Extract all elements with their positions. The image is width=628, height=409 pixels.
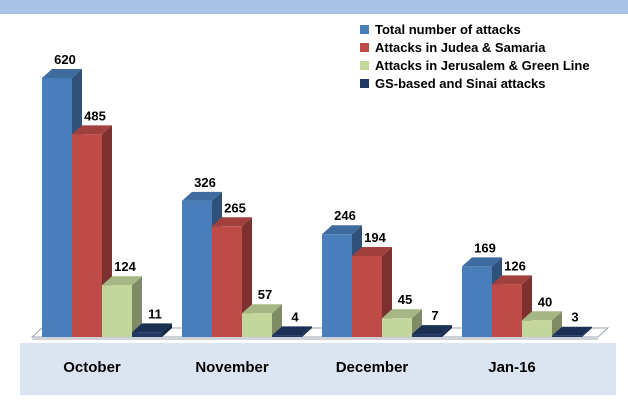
value-label-november-total-number-of-attacks: 326: [194, 175, 216, 190]
bar-side-december-gs-based-and-sinai-attacks: [442, 325, 452, 337]
value-label-jan-16-gs-based-and-sinai-attacks: 3: [571, 310, 578, 325]
bar-top-december-attacks-in-jerusalem-green-line: [382, 309, 422, 319]
bar-jan-16-attacks-in-jerusalem-green-line: [522, 320, 552, 337]
bar-november-attacks-in-judea-samaria: [212, 226, 242, 337]
bar-december-total-number-of-attacks: [322, 234, 352, 337]
bar-top-jan-16-attacks-in-jerusalem-green-line: [522, 311, 562, 321]
value-labels-layer: 620 485 124 11 326 265 57 4 246 194 45 7 169 126 40 3: [54, 52, 578, 325]
legend: Total number of attacks Attacks in Judea…: [360, 20, 590, 92]
value-label-jan-16-attacks-in-judea-samaria: 126: [504, 258, 526, 273]
value-label-october-gs-based-and-sinai-attacks: 11: [148, 306, 162, 321]
bar-october-attacks-in-jerusalem-green-line: [102, 285, 132, 337]
legend-item-jerusalem: Attacks in Jerusalem & Green Line: [360, 56, 590, 74]
bar-november-gs-based-and-sinai-attacks: [272, 335, 302, 337]
category-band: [20, 343, 616, 395]
bar-top-jan-16-total-number-of-attacks: [462, 257, 502, 267]
bar-december-attacks-in-judea-samaria: [352, 255, 382, 337]
legend-swatch-judea-samaria: [360, 42, 369, 52]
value-label-december-attacks-in-judea-samaria: 194: [364, 230, 386, 245]
value-label-december-total-number-of-attacks: 246: [334, 208, 356, 223]
bar-top-november-gs-based-and-sinai-attacks: [272, 326, 312, 336]
bar-top-october-total-number-of-attacks: [42, 69, 82, 78]
value-label-october-attacks-in-judea-samaria: 485: [84, 108, 106, 123]
bar-side-jan-16-gs-based-and-sinai-attacks: [582, 326, 592, 337]
bar-side-october-attacks-in-jerusalem-green-line: [132, 276, 142, 337]
legend-label-gs-sinai: GS-based and Sinai attacks: [375, 75, 546, 91]
bar-top-november-total-number-of-attacks: [182, 191, 222, 201]
top-band: [0, 0, 628, 14]
bar-side-october-gs-based-and-sinai-attacks: [162, 323, 172, 337]
value-label-jan-16-attacks-in-jerusalem-green-line: 40: [538, 294, 552, 309]
category-label-december: December: [336, 359, 409, 376]
bar-top-jan-16-attacks-in-judea-samaria: [492, 275, 532, 285]
value-label-october-total-number-of-attacks: 620: [54, 52, 76, 67]
value-label-october-attacks-in-jerusalem-green-line: 124: [114, 259, 136, 274]
value-label-november-gs-based-and-sinai-attacks: 4: [291, 309, 299, 324]
bar-top-october-attacks-in-jerusalem-green-line: [102, 276, 142, 286]
legend-label-total: Total number of attacks: [375, 21, 521, 37]
bar-top-october-gs-based-and-sinai-attacks: [132, 323, 172, 333]
legend-label-judea-samaria: Attacks in Judea & Samaria: [375, 39, 546, 55]
value-label-jan-16-total-number-of-attacks: 169: [474, 240, 496, 255]
legend-item-gs-sinai: GS-based and Sinai attacks: [360, 74, 590, 92]
bar-december-attacks-in-jerusalem-green-line: [382, 318, 412, 337]
bar-jan-16-gs-based-and-sinai-attacks: [552, 335, 582, 337]
bar-side-jan-16-attacks-in-jerusalem-green-line: [552, 311, 562, 337]
category-labels-layer: October November December Jan-16: [63, 359, 536, 376]
bar-december-gs-based-and-sinai-attacks: [412, 334, 442, 337]
bar-top-december-attacks-in-judea-samaria: [352, 246, 392, 256]
legend-item-total: Total number of attacks: [360, 20, 590, 38]
bar-october-total-number-of-attacks: [42, 78, 72, 337]
bar-jan-16-total-number-of-attacks: [462, 266, 492, 337]
value-label-november-attacks-in-judea-samaria: 265: [224, 200, 246, 215]
bar-jan-16-attacks-in-judea-samaria: [492, 284, 522, 337]
bar-october-attacks-in-judea-samaria: [72, 134, 102, 337]
value-label-december-gs-based-and-sinai-attacks: 7: [431, 308, 438, 323]
bar-top-november-attacks-in-jerusalem-green-line: [242, 304, 282, 314]
bar-top-jan-16-gs-based-and-sinai-attacks: [552, 326, 592, 336]
bar-november-attacks-in-jerusalem-green-line: [242, 313, 272, 337]
legend-label-jerusalem: Attacks in Jerusalem & Green Line: [375, 57, 590, 73]
bar-side-november-gs-based-and-sinai-attacks: [302, 326, 312, 337]
legend-swatch-total: [360, 24, 369, 34]
bar-top-october-attacks-in-judea-samaria: [72, 125, 112, 135]
bar-november-total-number-of-attacks: [182, 200, 212, 337]
value-label-november-attacks-in-jerusalem-green-line: 57: [258, 287, 272, 302]
category-label-november: November: [195, 359, 269, 376]
value-label-december-attacks-in-jerusalem-green-line: 45: [398, 292, 412, 307]
bar-top-november-attacks-in-judea-samaria: [212, 217, 252, 227]
category-label-october: October: [63, 359, 121, 376]
legend-swatch-gs-sinai: [360, 78, 369, 88]
bars-layer: [42, 69, 592, 337]
bar-october-gs-based-and-sinai-attacks: [132, 332, 162, 337]
bar-top-december-total-number-of-attacks: [322, 225, 362, 235]
legend-item-judea-samaria: Attacks in Judea & Samaria: [360, 38, 590, 56]
bar-top-december-gs-based-and-sinai-attacks: [412, 325, 452, 335]
legend-swatch-jerusalem: [360, 60, 369, 70]
category-label-jan-16: Jan-16: [488, 359, 536, 376]
